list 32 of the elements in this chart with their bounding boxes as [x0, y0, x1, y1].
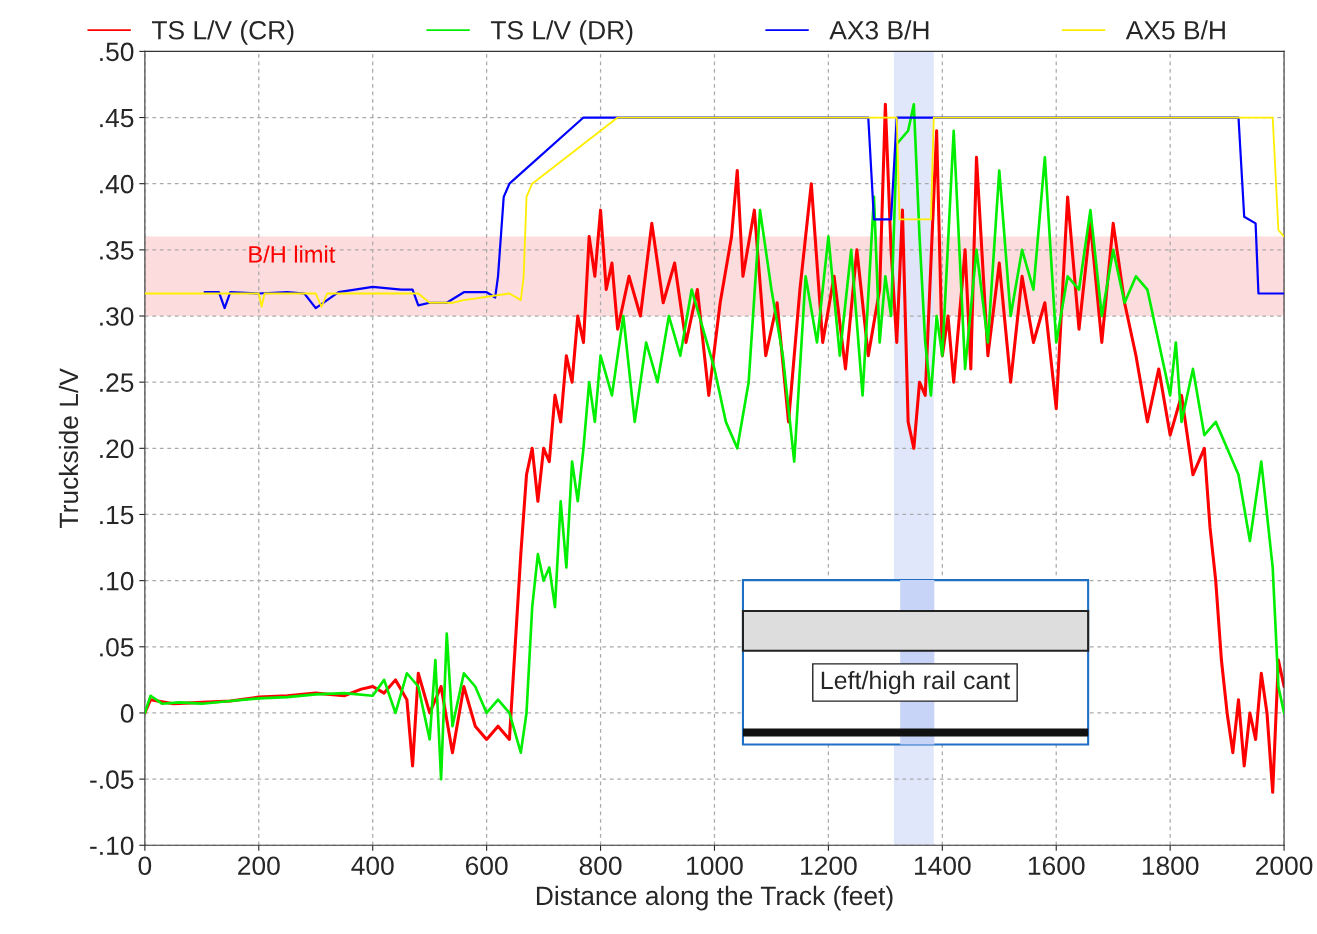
- x-tick-label: 400: [351, 856, 394, 876]
- y-tick-label: .10: [100, 571, 134, 591]
- y-tick-label: -.05: [90, 770, 134, 789]
- y-tick-label: .45: [100, 108, 134, 128]
- y-axis-title: Truckside L/V: [58, 368, 79, 528]
- legend-label: TS L/V (DR): [490, 20, 633, 45]
- y-tick-label: .20: [100, 439, 134, 459]
- x-tick-label: 1200: [801, 856, 857, 876]
- y-tick-label: .25: [100, 373, 134, 392]
- x-tick-label: 0: [138, 856, 152, 876]
- y-tick-label: .50: [100, 42, 134, 62]
- x-tick-label: 1800: [1142, 856, 1199, 876]
- x-tick-label: 600: [465, 856, 508, 876]
- y-tick-label: .35: [100, 240, 134, 260]
- y-tick-label: .15: [100, 505, 134, 525]
- y-tick-label: .05: [100, 637, 134, 657]
- x-axis-title: Distance along the Track (feet): [536, 885, 893, 911]
- x-tick-label: 800: [579, 856, 622, 876]
- x-tick-label: 1000: [687, 856, 743, 876]
- y-tick-label: .30: [100, 307, 134, 326]
- legend-label: TS L/V (CR): [151, 20, 294, 45]
- x-tick-label: 2000: [1256, 856, 1313, 876]
- y-tick-label: .40: [100, 174, 134, 194]
- y-tick-label: 0: [120, 704, 134, 723]
- legend-label: AX3 B/H: [829, 20, 929, 40]
- band-label: B/H limit: [249, 245, 336, 263]
- x-tick-label: 200: [238, 856, 280, 876]
- x-tick-label: 1400: [914, 856, 971, 876]
- legend-label: AX5 B/H: [1125, 20, 1225, 40]
- y-tick-label: -.10: [90, 836, 134, 856]
- x-tick-label: 1600: [1028, 856, 1085, 876]
- annotation: Left/high rail cant: [821, 670, 1010, 695]
